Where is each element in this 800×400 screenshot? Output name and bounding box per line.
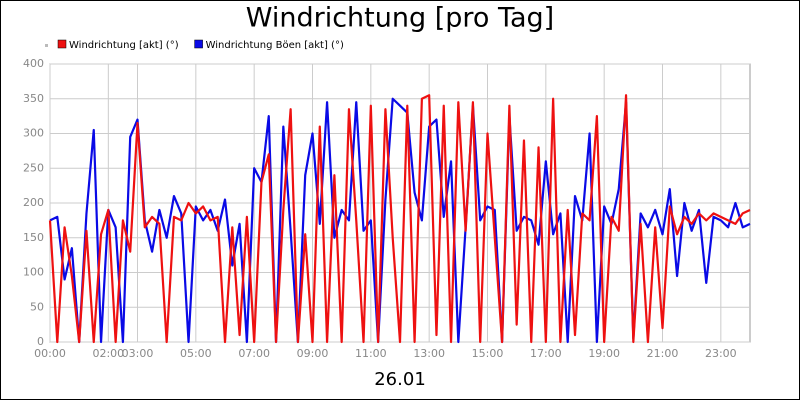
y-tick-label: 300: [23, 127, 44, 140]
x-tick-label: 19:00: [588, 347, 620, 360]
x-tick-label: 02:00: [92, 347, 124, 360]
x-tick-label: 11:00: [355, 347, 387, 360]
series-line: [48, 94, 751, 344]
chart-title: Windrichtung [pro Tag]: [246, 3, 554, 34]
y-tick-label: 0: [37, 335, 44, 348]
y-tick-label: 150: [23, 231, 44, 244]
x-tick-label: 21:00: [647, 347, 679, 360]
legend-label: Windrichtung Böen [akt] (°): [206, 40, 344, 51]
x-tick-label: 05:00: [180, 347, 212, 360]
y-tick-label: 250: [23, 161, 44, 174]
x-tick-label: 23:00: [705, 347, 737, 360]
x-tick-label: 00:00: [34, 347, 66, 360]
x-tick-label: 07:00: [238, 347, 270, 360]
y-tick-label: 100: [23, 266, 44, 279]
legend-label: Windrichtung [akt] (°): [69, 40, 179, 51]
legend-bullet: [45, 44, 48, 47]
legend-swatch: [194, 39, 203, 49]
x-axis-label: 26.01: [374, 369, 426, 390]
y-tick-label: 400: [23, 57, 44, 70]
x-tick-label: 17:00: [530, 347, 562, 360]
x-tick-label: 13:00: [413, 347, 445, 360]
y-tick-label: 350: [23, 92, 44, 105]
y-tick-label: 200: [23, 196, 44, 209]
x-tick-label: 15:00: [472, 347, 504, 360]
y-tick-label: 50: [30, 300, 44, 313]
legend-swatch: [57, 39, 67, 49]
x-tick-label: 09:00: [297, 347, 329, 360]
x-tick-label: 03:00: [122, 347, 154, 360]
